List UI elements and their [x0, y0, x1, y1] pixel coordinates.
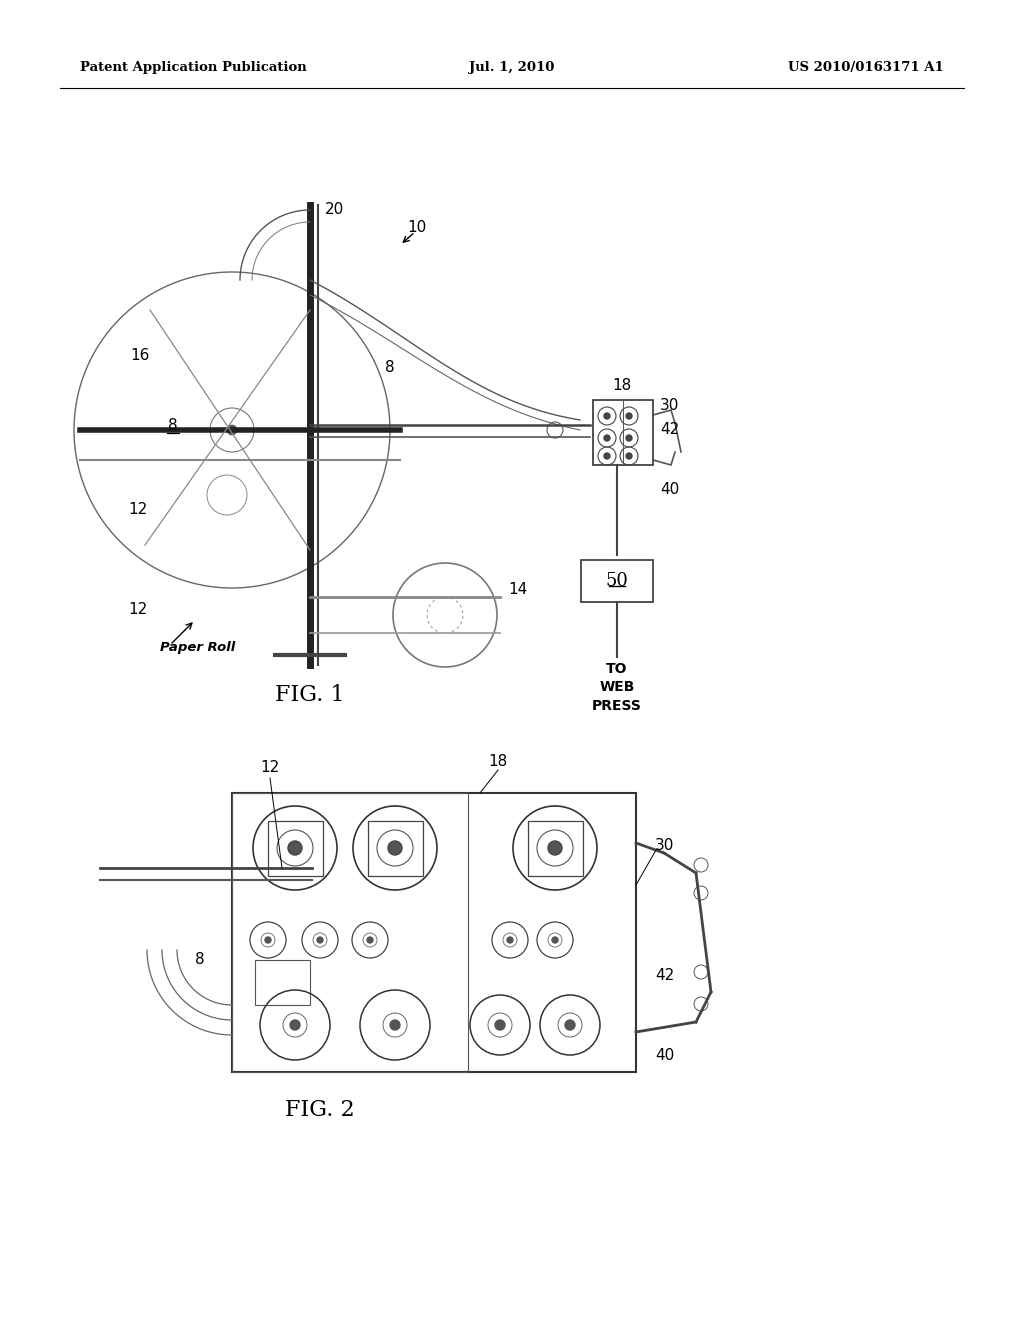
Bar: [232, 793, 636, 1072]
Circle shape: [495, 1020, 505, 1030]
Text: 42: 42: [660, 422, 679, 437]
Bar: [581, 560, 653, 602]
Bar: [593, 400, 653, 465]
Text: 14: 14: [508, 582, 527, 598]
Bar: [368, 821, 423, 875]
Text: FIG. 1: FIG. 1: [275, 684, 345, 706]
Circle shape: [388, 841, 402, 855]
Text: 8: 8: [196, 953, 205, 968]
Circle shape: [626, 413, 632, 418]
Text: FIG. 2: FIG. 2: [286, 1100, 354, 1121]
Text: 10: 10: [407, 220, 426, 235]
Text: 30: 30: [660, 397, 679, 412]
Circle shape: [626, 453, 632, 459]
Text: 12: 12: [128, 503, 147, 517]
Text: 12: 12: [128, 602, 147, 618]
Text: 8: 8: [168, 417, 178, 433]
Text: US 2010/0163171 A1: US 2010/0163171 A1: [788, 62, 944, 74]
Text: Jul. 1, 2010: Jul. 1, 2010: [469, 62, 555, 74]
Circle shape: [626, 436, 632, 441]
Text: 50: 50: [605, 572, 629, 590]
Bar: [527, 821, 583, 875]
Bar: [232, 793, 468, 1072]
Text: 40: 40: [660, 483, 679, 498]
Circle shape: [390, 1020, 400, 1030]
Circle shape: [565, 1020, 575, 1030]
Text: 40: 40: [655, 1048, 674, 1063]
Circle shape: [265, 937, 271, 942]
Circle shape: [604, 453, 610, 459]
Text: TO
WEB
PRESS: TO WEB PRESS: [592, 663, 642, 713]
Circle shape: [288, 841, 302, 855]
Bar: [267, 821, 323, 875]
Circle shape: [367, 937, 373, 942]
Circle shape: [548, 841, 562, 855]
Text: 8: 8: [385, 360, 395, 375]
Text: 20: 20: [325, 202, 344, 218]
Circle shape: [604, 413, 610, 418]
Text: 18: 18: [612, 378, 631, 392]
Circle shape: [552, 937, 558, 942]
Circle shape: [507, 937, 513, 942]
Text: 12: 12: [260, 760, 280, 776]
Bar: [255, 960, 310, 1005]
Circle shape: [317, 937, 323, 942]
Text: 30: 30: [655, 837, 675, 853]
Text: Paper Roll: Paper Roll: [160, 640, 236, 653]
Circle shape: [290, 1020, 300, 1030]
Text: Patent Application Publication: Patent Application Publication: [80, 62, 307, 74]
Text: 18: 18: [488, 755, 508, 770]
Circle shape: [604, 436, 610, 441]
Circle shape: [227, 425, 237, 436]
Text: 42: 42: [655, 968, 674, 982]
Text: 16: 16: [130, 347, 150, 363]
